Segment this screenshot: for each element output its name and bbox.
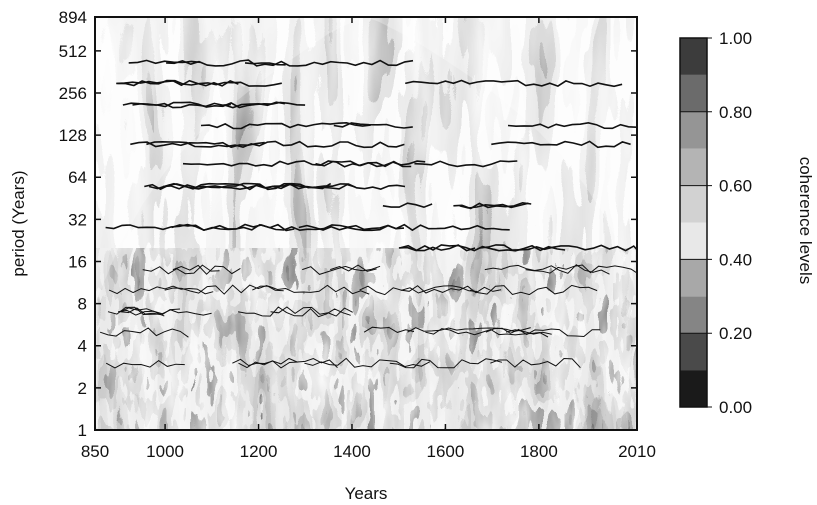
- colorbar-band: [680, 148, 707, 186]
- significance-contour: [469, 284, 598, 296]
- significance-contour: [490, 357, 581, 369]
- colorbar-band: [680, 259, 707, 297]
- significance-contour: [119, 307, 165, 317]
- significance-contour: [298, 223, 510, 232]
- significance-contour: [507, 121, 637, 130]
- significance-contour: [405, 79, 623, 88]
- significance-contour: [315, 160, 412, 168]
- coherence-field-high-frequency: [95, 247, 637, 430]
- colorbar-band: [680, 74, 707, 112]
- significance-contour: [389, 358, 503, 369]
- y-tick-label: 16: [68, 252, 87, 271]
- x-tick-label: 1800: [520, 442, 558, 461]
- x-axis: 850 1000 1200 1400 1600 1800 2010: [81, 17, 656, 461]
- colorbar-band: [680, 185, 707, 223]
- colorbar-band: [680, 111, 707, 149]
- significance-contour: [400, 285, 502, 294]
- significance-contour: [453, 201, 532, 210]
- significance-contour: [232, 357, 338, 368]
- significance-contour: [130, 141, 265, 149]
- significance-contour: [146, 140, 405, 149]
- x-tick-label: 1200: [240, 442, 278, 461]
- significance-contour: [270, 306, 353, 317]
- colorbar-band: [680, 370, 707, 407]
- y-tick-label: 1: [78, 421, 87, 440]
- colorbar-band: [680, 333, 707, 371]
- significance-contour: [162, 182, 406, 191]
- y-tick-label: 8: [78, 295, 87, 314]
- significance-contour: [333, 122, 413, 129]
- coherence-field: [95, 17, 637, 430]
- significance-contour: [407, 327, 531, 333]
- significance-contour: [132, 101, 306, 109]
- significance-contour: [117, 79, 282, 87]
- significance-contour: [330, 264, 377, 272]
- significance-contour: [491, 140, 631, 149]
- significance-contour: [166, 59, 414, 67]
- plot-frame: [94, 16, 638, 431]
- y-tick-label: 32: [68, 210, 87, 229]
- y-axis: 1 2 4 8 16 32 64 128 256 512 894: [59, 8, 637, 440]
- colorbar-band: [680, 222, 707, 260]
- significance-contour: [105, 359, 185, 369]
- significance-contour: [252, 284, 370, 295]
- y-axis-title: period (Years): [9, 170, 28, 276]
- y-tick-label: 894: [59, 8, 87, 27]
- significance-contour: [525, 264, 637, 274]
- significance-contour: [382, 202, 433, 209]
- significance-contour: [171, 223, 405, 232]
- significance-contour: [359, 285, 478, 296]
- y-tick-label: 512: [59, 42, 87, 61]
- significance-contour: [122, 102, 231, 109]
- colorbar-tick-label: 0.20: [719, 324, 752, 343]
- significance-contour: [399, 244, 566, 252]
- y-tick-label: 4: [78, 337, 87, 356]
- significance-contour: [238, 306, 351, 318]
- significance-contour: [142, 264, 220, 275]
- colorbar: 0.00 0.20 0.40 0.60 0.80 1.00: [679, 29, 752, 417]
- significance-contour: [304, 357, 431, 368]
- significance-contour: [108, 285, 214, 295]
- colorbar-band: [680, 38, 707, 75]
- significance-contour: [118, 308, 181, 316]
- x-tick-label: 850: [81, 442, 109, 461]
- significance-contour: [398, 244, 476, 252]
- colorbar-tick-label: 0.80: [719, 103, 752, 122]
- x-tick-label: 1600: [427, 442, 465, 461]
- significance-contour: [244, 62, 286, 66]
- colorbar-tick-label: 0.00: [719, 398, 752, 417]
- significance-contour: [172, 264, 241, 275]
- x-tick-label: 2010: [618, 442, 656, 461]
- y-tick-label: 128: [59, 126, 87, 145]
- colorbar-title: coherence levels: [796, 157, 815, 285]
- x-tick-label: 1400: [333, 442, 371, 461]
- significance-contours: [99, 59, 637, 369]
- significance-contour: [363, 326, 415, 333]
- significance-contour: [107, 306, 162, 316]
- colorbar-tick-label: 0.40: [719, 250, 752, 269]
- x-axis-title: Years: [345, 484, 388, 503]
- colorbar-tick-label: 1.00: [719, 29, 752, 48]
- significance-contour: [414, 160, 518, 168]
- y-tick-label: 2: [78, 379, 87, 398]
- significance-contour: [200, 121, 371, 130]
- colorbar-band: [680, 296, 707, 334]
- significance-contour: [484, 264, 610, 275]
- x-tick-label: 1000: [146, 442, 184, 461]
- y-tick-label: 256: [59, 84, 87, 103]
- significance-contour: [128, 59, 201, 65]
- significance-contour: [425, 328, 549, 338]
- significance-contour: [182, 160, 426, 168]
- significance-contour: [99, 327, 189, 338]
- significance-contour: [148, 182, 332, 191]
- cone-of-influence-shade: [95, 17, 637, 304]
- significance-contour: [485, 327, 601, 338]
- colorbar-tick-label: 0.60: [719, 177, 752, 196]
- y-tick-label: 64: [68, 168, 87, 187]
